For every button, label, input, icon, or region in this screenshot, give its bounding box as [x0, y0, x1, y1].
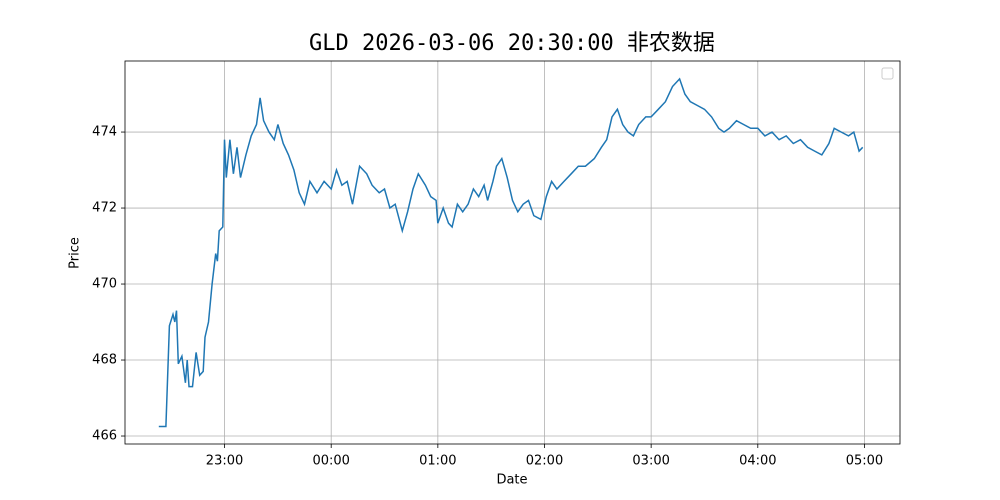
x-axis-label: Date	[496, 473, 527, 488]
y-tick-label: 468	[92, 353, 117, 368]
y-tick-label: 474	[92, 125, 117, 140]
x-tick-label: 00:00	[312, 454, 349, 469]
x-tick-label: 23:00	[206, 454, 243, 469]
x-tick-label: 02:00	[526, 454, 563, 469]
y-tick-label: 470	[92, 277, 117, 292]
chart-title: GLD 2026-03-06 20:30:00 非农数据	[309, 31, 715, 56]
legend-box	[881, 67, 894, 80]
x-tick-label: 05:00	[846, 454, 883, 469]
x-tick-label: 01:00	[419, 454, 456, 469]
y-axis-label: Price	[68, 237, 83, 269]
x-tick-label: 03:00	[632, 454, 669, 469]
price-line	[158, 77, 864, 428]
plot-frame	[124, 60, 901, 445]
y-tick-label: 466	[92, 429, 117, 444]
y-tick-label: 472	[92, 201, 117, 216]
x-tick-label: 04:00	[739, 454, 776, 469]
